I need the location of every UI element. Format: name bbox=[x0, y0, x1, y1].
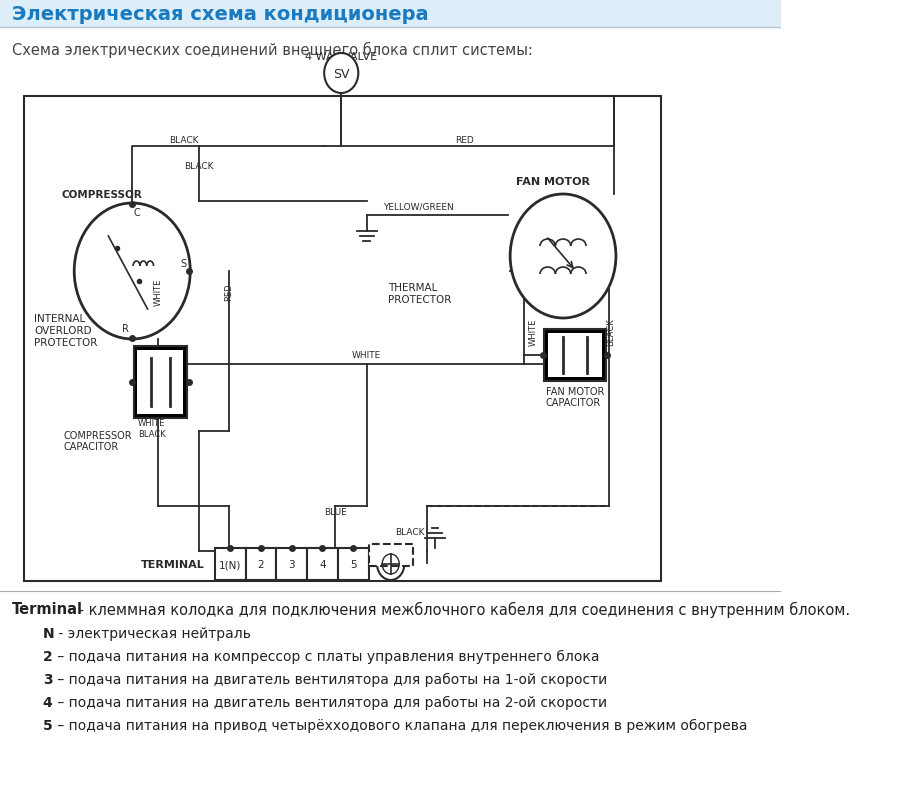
Text: BLACK: BLACK bbox=[394, 527, 425, 536]
FancyBboxPatch shape bbox=[246, 548, 276, 581]
FancyBboxPatch shape bbox=[215, 548, 246, 581]
Text: RED: RED bbox=[456, 135, 474, 145]
Text: CAPACITOR: CAPACITOR bbox=[64, 441, 119, 452]
Text: CAPACITOR: CAPACITOR bbox=[546, 397, 601, 407]
Text: 3: 3 bbox=[43, 672, 52, 686]
Text: COMPRESSOR: COMPRESSOR bbox=[61, 190, 142, 200]
Text: Схема электрических соединений внешнего блока сплит системы:: Схема электрических соединений внешнего … bbox=[12, 42, 533, 58]
Circle shape bbox=[74, 204, 190, 340]
Text: THERMAL: THERMAL bbox=[388, 283, 437, 293]
Text: WHITE: WHITE bbox=[529, 318, 538, 345]
FancyBboxPatch shape bbox=[134, 346, 187, 418]
Text: R: R bbox=[122, 324, 129, 333]
Text: 4: 4 bbox=[319, 560, 326, 569]
Text: S: S bbox=[180, 259, 187, 268]
Text: – подача питания на двигатель вентилятора для работы на 2-ой скорости: – подача питания на двигатель вентилятор… bbox=[53, 695, 607, 709]
Text: BLACK: BLACK bbox=[607, 318, 615, 345]
FancyBboxPatch shape bbox=[338, 548, 369, 581]
Text: 4: 4 bbox=[43, 695, 52, 709]
Text: - клеммная колодка для подключения межблочного кабеля для соединения с внутренни: - клеммная колодка для подключения межбл… bbox=[74, 601, 850, 617]
Text: 4 WAY VALVE: 4 WAY VALVE bbox=[306, 52, 377, 62]
FancyBboxPatch shape bbox=[137, 350, 183, 414]
Circle shape bbox=[511, 195, 616, 319]
Text: - электрическая нейтраль: - электрическая нейтраль bbox=[54, 626, 251, 640]
Text: YELLOW/GREEN: YELLOW/GREEN bbox=[382, 203, 454, 212]
Text: TERMINAL: TERMINAL bbox=[141, 560, 205, 569]
FancyBboxPatch shape bbox=[307, 548, 338, 581]
Text: PROTECTOR: PROTECTOR bbox=[388, 294, 451, 305]
Text: PROTECTOR: PROTECTOR bbox=[34, 337, 98, 348]
FancyBboxPatch shape bbox=[369, 544, 413, 566]
Text: C: C bbox=[133, 208, 140, 217]
Text: – подача питания на двигатель вентилятора для работы на 1-ой скорости: – подача питания на двигатель вентилятор… bbox=[52, 672, 607, 686]
Text: BLACK: BLACK bbox=[138, 430, 166, 439]
Text: 5: 5 bbox=[350, 560, 357, 569]
Text: BLUE: BLUE bbox=[324, 508, 347, 517]
Text: N: N bbox=[43, 626, 54, 640]
Text: BLACK: BLACK bbox=[168, 135, 199, 145]
FancyBboxPatch shape bbox=[24, 97, 662, 581]
Text: WHITE: WHITE bbox=[352, 350, 382, 359]
Text: INTERNAL: INTERNAL bbox=[34, 314, 85, 324]
Text: FAN MOTOR: FAN MOTOR bbox=[546, 387, 604, 397]
Text: 2: 2 bbox=[43, 649, 52, 663]
Text: 3: 3 bbox=[288, 560, 295, 569]
Text: 1(N): 1(N) bbox=[220, 560, 242, 569]
FancyBboxPatch shape bbox=[548, 333, 602, 378]
Text: Terminal: Terminal bbox=[12, 602, 83, 616]
Circle shape bbox=[324, 54, 359, 94]
Text: SV: SV bbox=[333, 67, 350, 80]
Text: FAN MOTOR: FAN MOTOR bbox=[516, 177, 590, 187]
Text: – подача питания на компрессор с платы управления внутреннего блока: – подача питания на компрессор с платы у… bbox=[53, 649, 599, 663]
Text: – подача питания на привод четырёхходового клапана для переключения в режим обог: – подача питания на привод четырёхходово… bbox=[53, 718, 748, 732]
Text: WHITE: WHITE bbox=[154, 278, 162, 305]
FancyBboxPatch shape bbox=[544, 329, 606, 381]
Text: Электрическая схема кондиционера: Электрическая схема кондиционера bbox=[12, 5, 428, 24]
Text: COMPRESSOR: COMPRESSOR bbox=[64, 431, 133, 440]
Text: BLACK: BLACK bbox=[184, 162, 213, 171]
FancyBboxPatch shape bbox=[276, 548, 307, 581]
Text: WHITE: WHITE bbox=[138, 419, 166, 428]
FancyBboxPatch shape bbox=[0, 0, 780, 28]
Circle shape bbox=[377, 548, 404, 581]
Text: OVERLORD: OVERLORD bbox=[34, 325, 92, 336]
Text: RED: RED bbox=[224, 283, 233, 300]
Text: 2: 2 bbox=[258, 560, 264, 569]
Text: 5: 5 bbox=[43, 718, 52, 732]
